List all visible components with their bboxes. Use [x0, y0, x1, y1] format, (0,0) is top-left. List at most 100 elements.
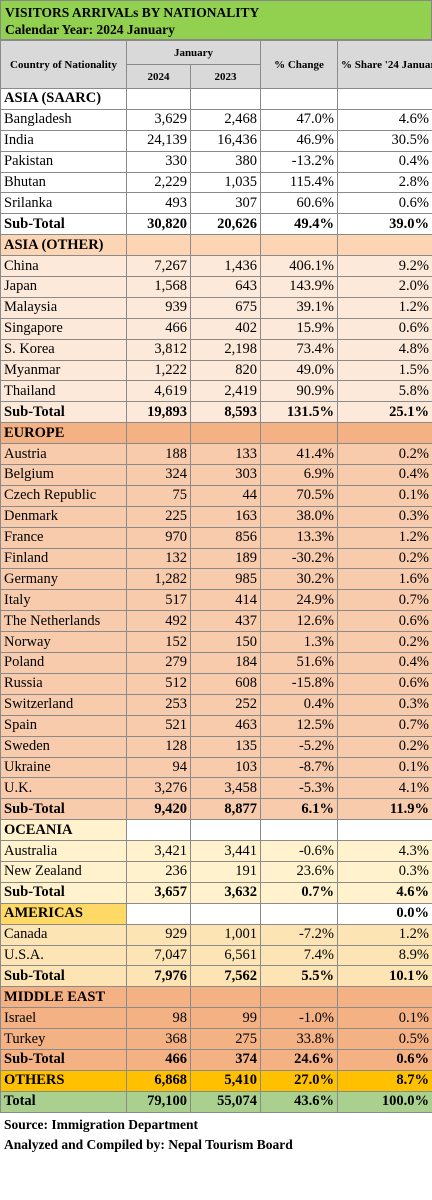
cell-value: 150 — [190, 631, 261, 654]
cell-value: 30.5% — [337, 129, 432, 152]
col-header: % Change — [260, 40, 338, 89]
cell-value: 4.1% — [337, 777, 432, 800]
cell-value: 608 — [190, 672, 261, 695]
cell-value: -30.2% — [260, 547, 338, 570]
title: VISITORS ARRIVALs BY NATIONALITY — [5, 5, 260, 20]
cell-label: India — [0, 129, 127, 152]
empty-cell — [126, 422, 191, 445]
cell-label: Denmark — [0, 505, 127, 528]
cell-value: 856 — [190, 526, 261, 549]
cell-value: 8.7% — [337, 1069, 432, 1092]
cell-value: 3,421 — [126, 840, 191, 862]
cell-value: 512 — [126, 672, 191, 695]
cell-value: 135 — [190, 735, 261, 758]
empty-cell — [337, 234, 432, 257]
cell-label: Thailand — [0, 380, 127, 403]
empty-cell — [260, 902, 338, 925]
cell-value: 49.4% — [260, 213, 338, 236]
empty-cell — [126, 902, 191, 925]
section-row: ASIA (OTHER) — [0, 234, 432, 257]
cell-label: Sub-Total — [0, 1048, 127, 1071]
cell-value: 27.0% — [260, 1069, 338, 1092]
cell-value: 70.5% — [260, 484, 338, 507]
cell-value: 1.2% — [337, 526, 432, 549]
cell-value: 5,410 — [190, 1069, 261, 1092]
header-row: Country of Nationality January % Change … — [0, 40, 432, 89]
cell-value: 12.5% — [260, 714, 338, 737]
subtotal-row: Sub-Total 3,657 3,632 0.7% 4.6% — [0, 881, 432, 904]
cell-value: 16,436 — [190, 129, 261, 152]
cell-label: Switzerland — [0, 693, 127, 716]
cell-value: 0.6% — [337, 192, 432, 215]
cell-value: 2.0% — [337, 276, 432, 298]
cell-value: 24,139 — [126, 129, 191, 152]
cell-value: 0.3% — [337, 860, 432, 883]
cell-value: 463 — [190, 714, 261, 737]
cell-label: Pakistan — [0, 150, 127, 173]
cell-value: 466 — [126, 317, 191, 340]
cell-value: -1.0% — [260, 1007, 338, 1030]
empty-cell — [190, 902, 261, 925]
cell-value: 492 — [126, 610, 191, 633]
cell-value: 38.0% — [260, 505, 338, 528]
cell-value: 252 — [190, 693, 261, 716]
cell-value: 414 — [190, 589, 261, 612]
cell-label: Total — [0, 1090, 127, 1113]
section-row: ASIA (SAARC) — [0, 88, 432, 110]
cell-value: -5.2% — [260, 735, 338, 758]
cell-value: 1,282 — [126, 568, 191, 591]
cell-value: 330 — [126, 150, 191, 173]
cell-value: 0.1% — [337, 1007, 432, 1030]
cell-label: Japan — [0, 276, 127, 298]
cell-label: Malaysia — [0, 296, 127, 319]
cell-label: France — [0, 526, 127, 549]
cell-value: 39.0% — [337, 213, 432, 236]
country-row: Poland 279 184 51.6% 0.4% — [0, 652, 432, 674]
country-row: Australia 3,421 3,441 -0.6% 4.3% — [0, 840, 432, 862]
cell-label: Czech Republic — [0, 484, 127, 507]
cell-value: -0.6% — [260, 840, 338, 862]
country-row: Japan 1,568 643 143.9% 2.0% — [0, 276, 432, 298]
country-row: Norway 152 150 1.3% 0.2% — [0, 631, 432, 654]
section-name: ASIA (OTHER) — [0, 234, 127, 257]
cell-value: 1,035 — [190, 171, 261, 194]
cell-label: Austria — [0, 443, 127, 466]
cell-value: 46.9% — [260, 129, 338, 152]
credit: Analyzed and Compiled by: Nepal Tourism … — [4, 1136, 293, 1152]
cell-value: -8.7% — [260, 756, 338, 779]
empty-cell — [190, 88, 261, 110]
cell-label: Sweden — [0, 735, 127, 758]
cell-value: 73.4% — [260, 338, 338, 361]
cell-value: 13.3% — [260, 526, 338, 549]
cell-label: Singapore — [0, 317, 127, 340]
cell-value: 133 — [190, 443, 261, 466]
cell-value: 3,458 — [190, 777, 261, 800]
footer: Source: Immigration Department Analyzed … — [0, 1113, 432, 1157]
cell-value: 43.6% — [260, 1090, 338, 1113]
cell-value: 152 — [126, 631, 191, 654]
section-row: EUROPE — [0, 422, 432, 445]
country-row: Singapore 466 402 15.9% 0.6% — [0, 317, 432, 340]
cell-value: 4.6% — [337, 108, 432, 131]
cell-label: Ukraine — [0, 756, 127, 779]
table-body: Country of Nationality January % Change … — [0, 40, 432, 1113]
cell-value: 98 — [126, 1007, 191, 1030]
cell-label: Sub-Total — [0, 213, 127, 236]
cell-value: 0.7% — [337, 714, 432, 737]
cell-value: 20,626 — [190, 213, 261, 236]
cell-value: 5.5% — [260, 965, 338, 988]
cell-value: 132 — [126, 547, 191, 570]
cell-value: 103 — [190, 756, 261, 779]
cell-value: 3,276 — [126, 777, 191, 800]
section-row: MIDDLE EAST — [0, 986, 432, 1009]
country-row: Canada 929 1,001 -7.2% 1.2% — [0, 923, 432, 946]
cell-value: 12.6% — [260, 610, 338, 633]
cell-value: 225 — [126, 505, 191, 528]
col-header: Country of Nationality — [0, 40, 127, 89]
cell-value: 33.8% — [260, 1028, 338, 1050]
country-row: Finland 132 189 -30.2% 0.2% — [0, 547, 432, 570]
cell-label: Srilanka — [0, 192, 127, 215]
cell-value: 15.9% — [260, 317, 338, 340]
country-row: Srilanka 493 307 60.6% 0.6% — [0, 192, 432, 215]
cell-label: Bhutan — [0, 171, 127, 194]
